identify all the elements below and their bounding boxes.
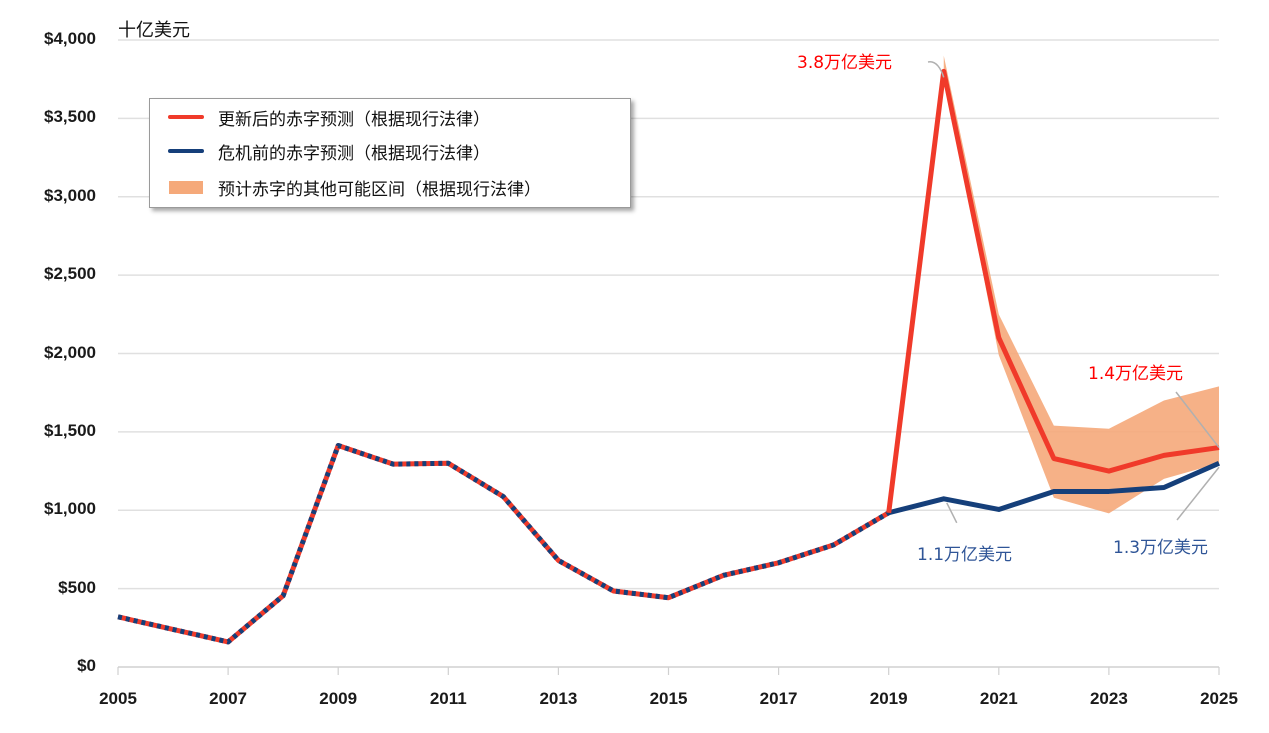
y-tick-label: $2,500 bbox=[44, 264, 96, 284]
projection-range-band bbox=[943, 55, 1219, 514]
x-tick-label: 2017 bbox=[759, 689, 798, 708]
y-tick-label: $1,500 bbox=[44, 420, 96, 440]
annotation-text: 3.8万亿美元 bbox=[797, 53, 893, 73]
precrisis-projection-line bbox=[888, 460, 1221, 516]
x-tick-label: 2025 bbox=[1200, 689, 1238, 708]
leader-line bbox=[946, 502, 958, 524]
annotation-text: 1.1万亿美元 bbox=[917, 545, 1013, 565]
x-tick-label: 2021 bbox=[979, 689, 1018, 708]
x-tick-label: 2007 bbox=[209, 689, 247, 708]
x-tick-label: 2015 bbox=[649, 689, 688, 708]
historical-blue-dashed-line bbox=[117, 443, 890, 645]
y-tick-label: $0 bbox=[77, 656, 96, 675]
updated-projection-line bbox=[886, 68, 1220, 514]
y-tick-label: $2,000 bbox=[44, 342, 96, 362]
y-tick-label: $4,000 bbox=[44, 29, 96, 48]
x-tick-label: 2023 bbox=[1089, 689, 1128, 708]
annotation-text: 1.4万亿美元 bbox=[1088, 364, 1184, 384]
y-tick-label: $3,000 bbox=[44, 185, 96, 205]
y-tick-label: $1,000 bbox=[44, 499, 96, 519]
legend-item-range: 预计赤字的其他可能区间（根据现行法律） bbox=[150, 172, 541, 202]
legend-label: 危机前的赤字预测（根据现行法律） bbox=[218, 143, 490, 164]
leader-line bbox=[927, 61, 945, 78]
y-tick-label: $3,500 bbox=[44, 107, 96, 127]
legend-blue-line-icon bbox=[168, 149, 204, 153]
annotation-precrisis-2020: 1.1万亿美元 bbox=[917, 540, 1012, 565]
leader-line bbox=[1175, 391, 1220, 449]
y-unit-label: 十亿美元 bbox=[118, 20, 190, 41]
leader-line bbox=[1176, 466, 1220, 521]
x-tick-label: 2019 bbox=[869, 689, 908, 708]
legend: 更新后的赤字预测（根据现行法律） 危机前的赤字预测（根据现行法律） 预计赤字的其… bbox=[149, 98, 631, 208]
x-tick-label: 2013 bbox=[539, 689, 578, 708]
x-tick-label: 2011 bbox=[429, 689, 467, 708]
x-tick-label: 2005 bbox=[99, 689, 137, 708]
annotation-precrisis-2025: 1.3万亿美元 bbox=[1113, 533, 1208, 558]
legend-item-updated: 更新后的赤字预测（根据现行法律） bbox=[150, 102, 490, 132]
annotation-peak-2020: 3.8万亿美元 bbox=[797, 48, 892, 73]
historical-red-line bbox=[117, 443, 890, 645]
annotation-text: 1.3万亿美元 bbox=[1113, 538, 1209, 558]
legend-label: 更新后的赤字预测（根据现行法律） bbox=[218, 109, 490, 130]
legend-red-line-icon bbox=[168, 115, 204, 119]
annotation-updated-2025: 1.4万亿美元 bbox=[1088, 359, 1183, 384]
y-tick-label: $500 bbox=[58, 577, 96, 597]
legend-label: 预计赤字的其他可能区间（根据现行法律） bbox=[218, 179, 541, 200]
legend-item-precrisis: 危机前的赤字预测（根据现行法律） bbox=[150, 136, 490, 166]
legend-orange-box-icon bbox=[169, 180, 203, 194]
x-tick-label: 2009 bbox=[319, 689, 358, 708]
